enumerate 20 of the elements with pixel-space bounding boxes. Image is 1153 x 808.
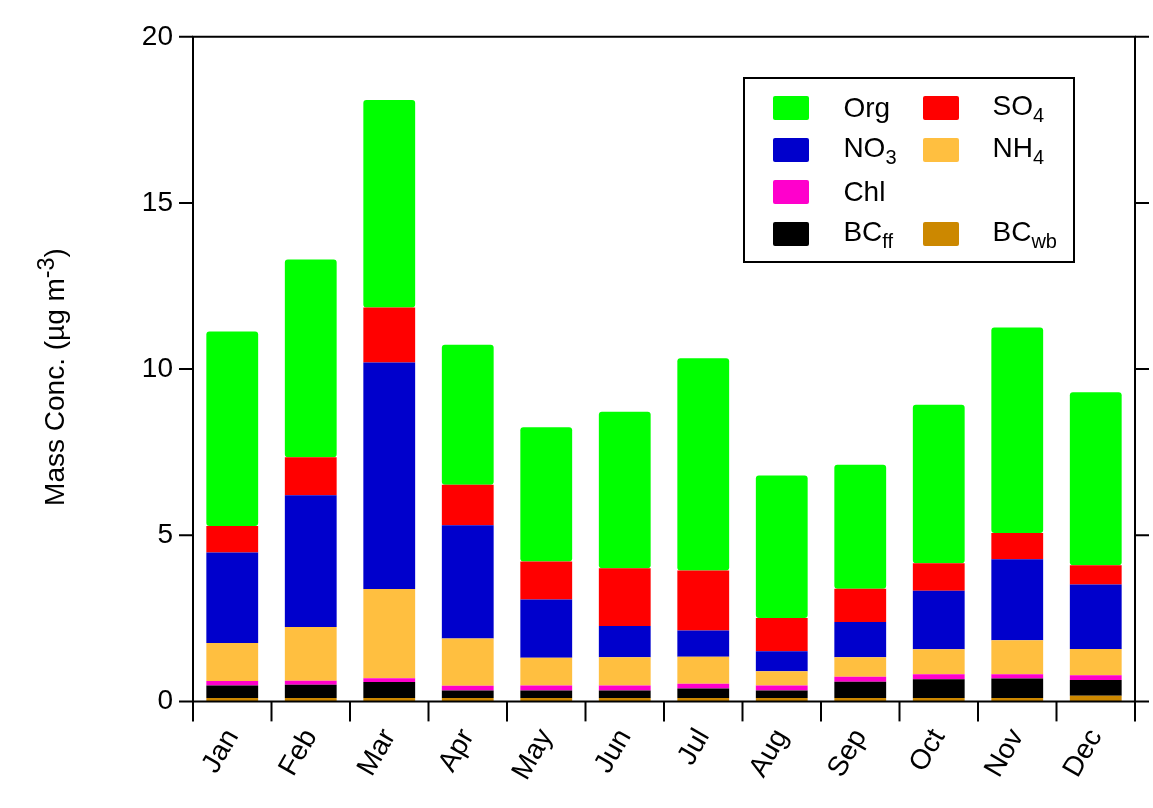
legend-label: Org: [843, 91, 891, 124]
legend-label: NO$_{3}$: [843, 131, 897, 169]
x-tick-label: Oct: [902, 722, 951, 777]
y-tick-label: 20: [141, 19, 173, 51]
y-tick-label: 15: [141, 185, 173, 217]
legend-label: Chl: [843, 175, 886, 208]
legend-label: BC$_{ff}$: [843, 215, 894, 253]
x-tick-label: Jan: [194, 723, 245, 778]
y-tick-label: 10: [141, 351, 173, 383]
x-tick-label: Jul: [670, 723, 716, 770]
x-tick-label: Dec: [1055, 723, 1108, 782]
y-tick-label: 5: [157, 517, 173, 549]
y-tick-label: 0: [157, 684, 173, 716]
x-tick-label: Sep: [820, 723, 873, 782]
x-tick-label: Jun: [587, 723, 637, 778]
legend-label: NH$_{4}$: [992, 131, 1045, 169]
legend-label: SO$_{4}$: [992, 89, 1045, 127]
legend-label: BC$_{wb}$: [992, 215, 1057, 253]
x-tick-label: Apr: [431, 723, 480, 777]
x-tick-label: Feb: [271, 723, 323, 781]
